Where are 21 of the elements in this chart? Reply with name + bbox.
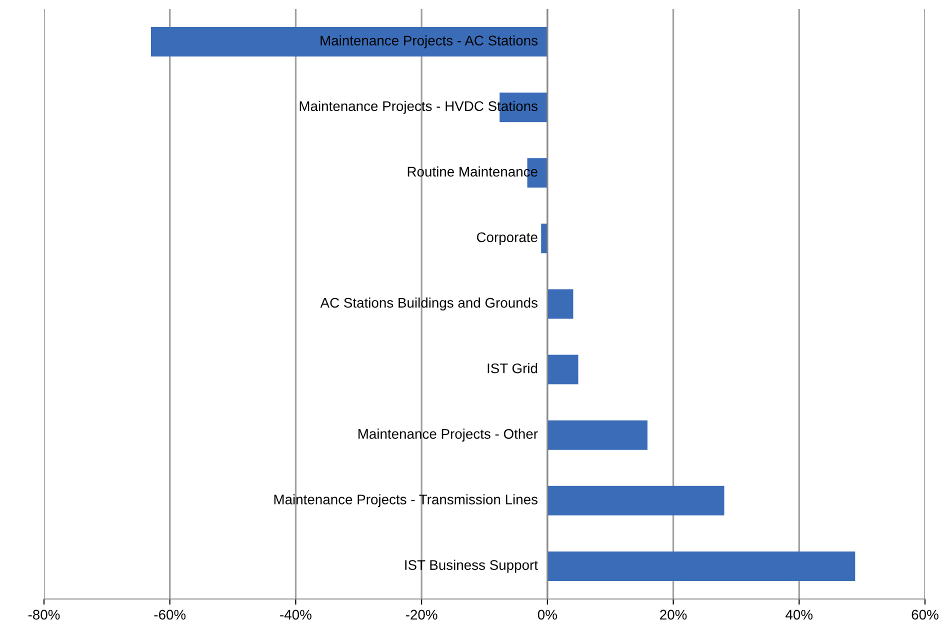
- x-tick-label: -40%: [280, 610, 312, 620]
- y-tick-label: IST Business Support: [405, 560, 538, 573]
- bar: [547, 486, 724, 516]
- x-tick-label: -20%: [406, 610, 438, 620]
- x-tick-label: 40%: [786, 610, 813, 620]
- bar: [547, 551, 856, 581]
- x-tick-label: 0%: [538, 610, 557, 620]
- bar: [150, 27, 548, 57]
- x-tick-label: 60%: [912, 610, 938, 620]
- y-tick-label: Maintenance Projects - Other: [358, 428, 538, 442]
- x-tick-label: 20%: [660, 610, 687, 620]
- bar: [547, 354, 578, 384]
- bar: [547, 289, 574, 319]
- y-tick-label: Maintenance Projects - AC Stations: [320, 35, 538, 48]
- bar: [547, 420, 648, 450]
- x-tick-label: -80%: [28, 610, 60, 620]
- y-tick-label: IST Grid: [488, 363, 538, 374]
- y-tick-label: Maintenance Projects - Transmission Lines: [274, 494, 538, 508]
- y-tick-label: AC Stations Buildings and Grounds: [320, 298, 538, 310]
- x-tick-label: -60%: [154, 610, 186, 620]
- y-tick-label: Corporate: [476, 232, 538, 245]
